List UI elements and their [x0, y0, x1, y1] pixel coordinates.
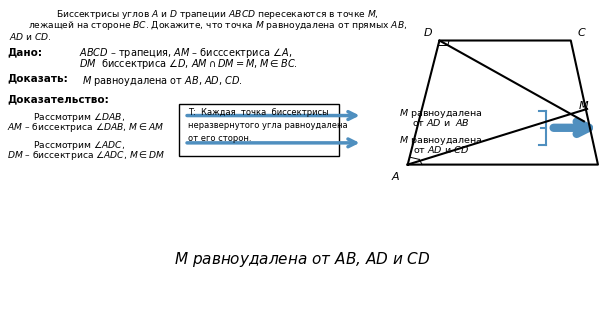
Text: Рассмотрим $\angle DAB$,: Рассмотрим $\angle DAB$, [33, 111, 126, 123]
Text: $M$ равноудалена: $M$ равноудалена [399, 107, 483, 120]
Text: $DM$ – биссектриса $\angle ADC$, $M \in DM$: $DM$ – биссектриса $\angle ADC$, $M \in … [7, 149, 165, 162]
Text: $M$: $M$ [578, 100, 590, 111]
Text: от $AD$ и $CD$: от $AD$ и $CD$ [413, 144, 469, 155]
Text: $A$: $A$ [391, 170, 400, 182]
Text: $M$ равноудалена: $M$ равноудалена [399, 134, 483, 147]
Text: Биссектрисы углов $A$ и $D$ трапеции $ABCD$ пересекаются в точке $M$,: Биссектрисы углов $A$ и $D$ трапеции $AB… [56, 8, 379, 21]
FancyBboxPatch shape [179, 104, 339, 156]
Text: $M$ равноудалена от $AB$, $AD$, $CD$.: $M$ равноудалена от $AB$, $AD$, $CD$. [82, 74, 242, 88]
Text: $M$ равноудалена от $AB$, $AD$ и $CD$: $M$ равноудалена от $AB$, $AD$ и $CD$ [174, 250, 430, 268]
Text: Рассмотрим $\angle ADC$,: Рассмотрим $\angle ADC$, [33, 139, 126, 152]
Text: $D$: $D$ [423, 26, 434, 38]
Text: $C$: $C$ [577, 26, 586, 38]
Text: $AD$ и $CD$.: $AD$ и $CD$. [9, 31, 52, 42]
Text: лежащей на стороне $BC$. Докажите, что точка $M$ равноудалена от прямых $AB$,: лежащей на стороне $BC$. Докажите, что т… [28, 19, 407, 32]
Text: Дано:: Дано: [7, 47, 42, 57]
Text: от $AD$ и  $AB$: от $AD$ и $AB$ [412, 117, 470, 128]
Text: Т:  Каждая  точка  биссектрисы
неразвернутого угла равноудалена
от его сторон.: Т: Каждая точка биссектрисы неразвернуто… [188, 108, 348, 143]
Text: Доказать:: Доказать: [7, 74, 68, 84]
Text: $AM$ – биссектриса $\angle DAB$, $M \in AM$: $AM$ – биссектриса $\angle DAB$, $M \in … [7, 121, 164, 134]
Text: Доказательство:: Доказательство: [7, 94, 109, 104]
Text: $DM$  биссектриса $\angle D$, $AM \cap DM = M$, $M \in BC$.: $DM$ биссектриса $\angle D$, $AM \cap DM… [79, 57, 297, 71]
Text: $ABCD$ – трапеция, $AM$ – бисссектриса $\angle A$,: $ABCD$ – трапеция, $AM$ – бисссектриса $… [79, 46, 292, 60]
